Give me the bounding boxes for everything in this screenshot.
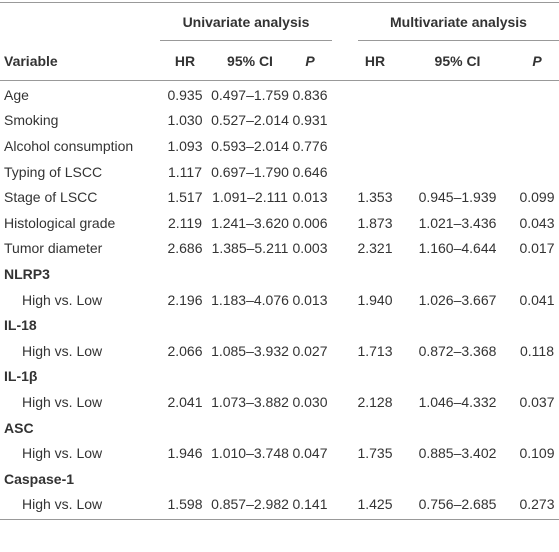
multivariate-value: 0.041 [519,291,555,308]
univariate-value: 2.041 [167,393,203,410]
column-header: HR [174,52,196,69]
univariate-value: 0.013 [292,291,328,308]
univariate-value: 0.047 [292,445,328,462]
multivariate-value: 0.118 [520,342,554,359]
multivariate-value: 1.160–4.644 [418,240,497,257]
rule [358,40,559,41]
column-header: Variable [4,52,58,69]
univariate-value: 0.697–1.790 [211,163,289,180]
column-header: HR [364,52,386,69]
univariate-value: 2.066 [167,342,203,359]
section-label: NLRP3 [4,265,50,282]
column-header: P [532,52,542,69]
multivariate-value: 2.128 [357,393,393,410]
multivariate-value: 0.109 [519,445,555,462]
univariate-value: 1.183–4.076 [211,291,289,308]
univariate-value: 0.931 [292,112,328,129]
multivariate-value: 0.043 [519,214,555,231]
section-label: IL-18 [4,317,37,334]
multivariate-value: 0.756–2.685 [418,496,497,513]
row-label: Histological grade [4,214,116,231]
multivariate-value: 1.735 [357,445,393,462]
row-label: High vs. Low [22,445,103,462]
univariate-value: 1.010–3.748 [211,445,289,462]
row-label: High vs. Low [22,342,103,359]
group-header: Multivariate analysis [390,14,527,30]
row-label: Alcohol consumption [4,137,134,154]
rule [0,519,559,521]
multivariate-value: 0.945–1.939 [418,189,497,206]
univariate-value: 0.593–2.014 [211,137,289,154]
group-header: Univariate analysis [182,14,310,30]
univariate-value: 1.085–3.932 [211,342,289,359]
multivariate-value: 0.872–3.368 [418,342,497,359]
univariate-value: 0.013 [292,189,328,206]
univariate-value: 1.946 [167,445,203,462]
univariate-value: 0.027 [292,342,328,359]
univariate-value: 1.073–3.882 [211,393,289,410]
univariate-value: 1.117 [168,163,202,180]
section-label: ASC [4,419,34,436]
row-label: Age [4,86,29,103]
univariate-value: 1.093 [167,137,203,154]
univariate-value: 0.646 [292,163,328,180]
row-label: Tumor diameter [4,240,103,257]
univariate-value: 1.030 [167,112,203,129]
multivariate-value: 1.873 [357,214,393,231]
univariate-value: 0.497–1.759 [211,86,289,103]
row-label: Smoking [4,112,59,129]
rule [0,2,559,3]
univariate-value: 0.006 [292,214,328,231]
multivariate-value: 1.021–3.436 [418,214,497,231]
univariate-value: 0.527–2.014 [211,112,289,129]
multivariate-value: 2.321 [357,240,393,257]
multivariate-value: 1.026–3.667 [418,291,497,308]
multivariate-value: 1.046–4.332 [418,393,497,410]
rule [0,80,559,81]
univariate-value: 0.935 [167,86,203,103]
rule [160,40,332,41]
column-header: P [305,52,315,69]
univariate-value: 1.385–5.211 [211,240,289,257]
multivariate-value: 0.885–3.402 [418,445,497,462]
multivariate-value: 1.353 [357,189,393,206]
row-label: Typing of LSCC [4,163,103,180]
multivariate-value: 0.037 [519,393,555,410]
univariate-value: 2.119 [168,214,202,231]
row-label: High vs. Low [22,496,103,513]
multivariate-value: 0.273 [519,496,555,513]
univariate-value: 0.030 [292,393,328,410]
row-label: High vs. Low [22,393,103,410]
univariate-value: 0.776 [292,137,328,154]
univariate-value: 0.857–2.982 [211,496,289,513]
univariate-value: 1.241–3.620 [211,214,289,231]
univariate-value: 0.836 [292,86,328,103]
section-label: Caspase-1 [4,470,75,487]
multivariate-value: 0.017 [519,240,555,257]
univariate-value: 0.003 [292,240,328,257]
multivariate-value: 0.099 [519,189,555,206]
column-header: 95% CI [434,52,481,69]
univariate-value: 1.598 [167,496,203,513]
univariate-value: 1.517 [167,189,203,206]
multivariate-value: 1.940 [357,291,393,308]
row-label: High vs. Low [22,291,103,308]
univariate-value: 0.141 [292,496,328,513]
multivariate-value: 1.425 [357,496,393,513]
univariate-value: 1.091–2.111 [212,189,288,206]
multivariate-value: 1.713 [357,342,393,359]
section-label: IL-1β [4,368,38,385]
row-label: Stage of LSCC [4,189,98,206]
univariate-value: 2.196 [167,291,203,308]
univariate-value: 2.686 [167,240,203,257]
column-header: 95% CI [227,52,273,69]
